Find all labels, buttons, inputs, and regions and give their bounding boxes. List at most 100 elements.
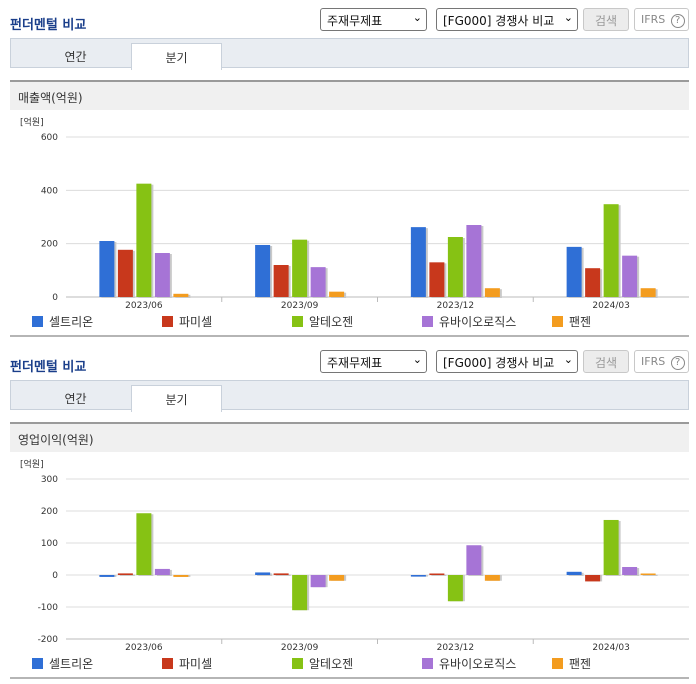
- y-tick-label: 0: [52, 293, 58, 303]
- legend-item[interactable]: 파미셀: [162, 313, 212, 329]
- tab-quarterly[interactable]: 분기: [131, 385, 222, 412]
- y-tick-label: 600: [41, 133, 58, 143]
- legend-swatch: [422, 316, 433, 327]
- bar-shadow: [431, 574, 447, 576]
- period-tabs: 연간 분기: [10, 380, 689, 412]
- chart-title: 매출액(억원): [10, 80, 689, 110]
- bar: [173, 575, 189, 577]
- divider: [10, 335, 689, 337]
- y-tick-label: 200: [41, 240, 58, 250]
- x-tick-label: 2024/03: [592, 643, 629, 652]
- bar: [136, 513, 152, 575]
- legend-item[interactable]: 알테오젠: [292, 655, 353, 671]
- bar: [640, 288, 656, 297]
- legend-label: 셀트리온: [49, 657, 94, 671]
- tab-annual[interactable]: 연간: [64, 50, 87, 64]
- unit-label: [억원]: [20, 458, 44, 470]
- legend-item[interactable]: 유바이오로직스: [422, 655, 516, 671]
- bar: [117, 249, 133, 297]
- bar: [640, 573, 656, 575]
- statement-select[interactable]: 주재무제표 ⌄: [320, 8, 427, 31]
- bar: [410, 227, 426, 297]
- bar: [466, 225, 482, 297]
- legend-item[interactable]: 셀트리온: [32, 655, 93, 671]
- bar: [154, 568, 170, 575]
- x-tick-label: 2023/09: [281, 643, 319, 652]
- bar: [484, 575, 500, 581]
- legend-swatch: [32, 658, 43, 669]
- bar: [429, 262, 445, 297]
- legend-swatch: [292, 316, 303, 327]
- bar: [173, 293, 189, 297]
- legend-label: 알테오젠: [309, 657, 354, 671]
- operating-income-chart: [억원] -200 -100 0 100 200 300 2023/06 2023/09 2023…: [10, 452, 689, 652]
- bar: [622, 567, 638, 575]
- legend-swatch: [32, 316, 43, 327]
- ifrs-label: IFRS: [641, 13, 666, 26]
- x-tick-label: 2024/03: [592, 301, 629, 310]
- tab-annual[interactable]: 연간: [64, 392, 87, 406]
- chart-title: 영업이익(억원): [10, 422, 689, 452]
- bar: [154, 253, 170, 297]
- bar: [447, 237, 463, 297]
- y-tick-label: 100: [41, 539, 58, 549]
- bar-shadow: [275, 574, 291, 576]
- legend-item[interactable]: 팬젠: [552, 313, 591, 329]
- bar: [117, 573, 133, 575]
- legend-label: 유바이오로직스: [439, 315, 517, 329]
- legend-item[interactable]: 유바이오로직스: [422, 313, 516, 329]
- x-tick-label: 2023/06: [125, 301, 163, 310]
- legend-label: 알테오젠: [309, 315, 354, 329]
- divider: [10, 677, 689, 679]
- legend-swatch: [162, 316, 173, 327]
- compare-select[interactable]: [FG000] 경쟁사 비교 ⌄: [436, 8, 578, 31]
- legend-label: 유바이오로직스: [439, 657, 517, 671]
- chevron-down-icon: ⌄: [412, 353, 422, 366]
- section-title: 펀더멘털 비교: [10, 18, 87, 33]
- bar: [410, 575, 426, 577]
- bar: [255, 245, 271, 297]
- bar: [255, 572, 271, 575]
- ifrs-button[interactable]: IFRS ?: [634, 8, 689, 31]
- help-icon: ?: [670, 356, 685, 370]
- legend-swatch: [552, 658, 563, 669]
- bar: [273, 573, 289, 575]
- legend-item[interactable]: 셀트리온: [32, 313, 93, 329]
- legend-item[interactable]: 파미셀: [162, 655, 212, 671]
- legend-item[interactable]: 알테오젠: [292, 313, 353, 329]
- legend-label: 파미셀: [179, 315, 213, 329]
- y-tick-label: 400: [41, 186, 58, 196]
- bar: [484, 288, 500, 297]
- legend-label: 파미셀: [179, 657, 213, 671]
- chart-legend: 셀트리온 파미셀 알테오젠 유바이오로직스 팬젠: [10, 655, 689, 677]
- bar: [566, 246, 582, 297]
- bar: [585, 268, 601, 297]
- search-button[interactable]: 검색: [583, 8, 629, 31]
- y-tick-label: 0: [52, 571, 58, 581]
- statement-select[interactable]: 주재무제표 ⌄: [320, 350, 427, 373]
- bar: [585, 575, 601, 582]
- bar: [292, 575, 308, 611]
- y-tick-label: -100: [38, 603, 59, 613]
- period-tabs: 연간 분기: [10, 38, 689, 70]
- bar: [310, 267, 326, 297]
- chevron-down-icon: ⌄: [412, 11, 422, 24]
- legend-label: 팬젠: [569, 657, 592, 671]
- search-button[interactable]: 검색: [583, 350, 629, 373]
- revenue-chart: [억원] 0 200 400 600 2023/06 2023/09 2023/12 2024/…: [10, 110, 689, 310]
- bar: [99, 575, 115, 577]
- x-tick-label: 2023/12: [437, 643, 474, 652]
- ifrs-button[interactable]: IFRS ?: [634, 350, 689, 373]
- x-tick-label: 2023/09: [281, 301, 319, 310]
- bar: [603, 519, 619, 575]
- tab-quarterly[interactable]: 분기: [131, 43, 222, 70]
- legend-item[interactable]: 팬젠: [552, 655, 591, 671]
- legend-swatch: [552, 316, 563, 327]
- compare-select[interactable]: [FG000] 경쟁사 비교 ⌄: [436, 350, 578, 373]
- y-tick-label: 300: [41, 475, 58, 485]
- bar: [329, 575, 345, 581]
- bar: [603, 204, 619, 297]
- bar: [329, 291, 345, 297]
- bar-shadow: [642, 574, 658, 576]
- legend-swatch: [292, 658, 303, 669]
